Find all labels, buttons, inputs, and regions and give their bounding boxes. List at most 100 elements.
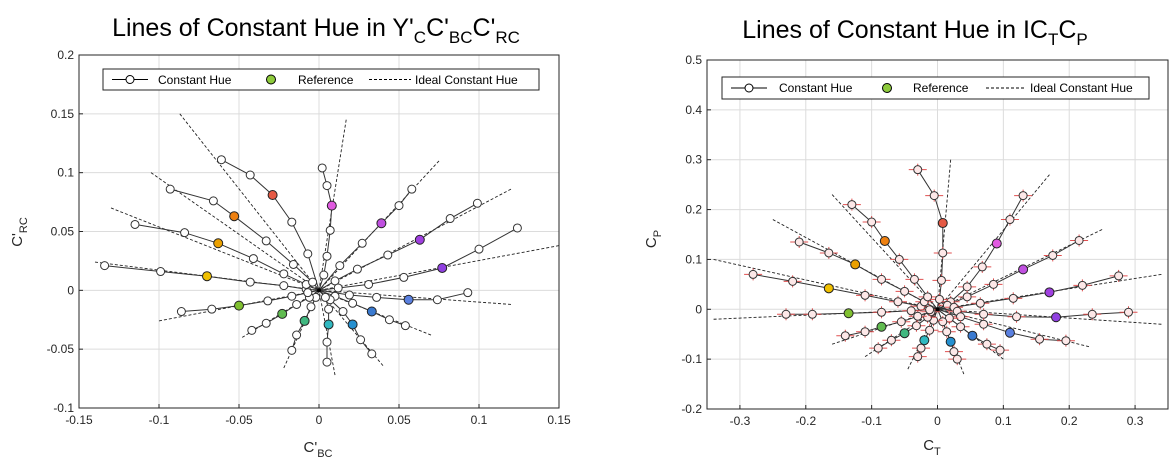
origin-point [317, 288, 321, 293]
reference-point [202, 271, 212, 282]
constant-hue-point [906, 306, 916, 316]
constant-hue-point [367, 349, 377, 359]
constant-hue-point [1074, 235, 1084, 245]
constant-hue-point [847, 200, 857, 210]
constant-hue-point [245, 277, 255, 287]
reference-point [1044, 287, 1055, 298]
x-tick-label: -0.15 [65, 413, 93, 427]
reference-point [213, 238, 224, 249]
y-tick-label: 0.1 [685, 252, 702, 266]
constant-hue-point [303, 288, 313, 298]
y-tick-label: -0.1 [681, 352, 702, 366]
constant-hue-point [207, 304, 217, 314]
constant-hue-point [335, 261, 345, 271]
reference-point [937, 218, 948, 229]
ideal-hue-line [831, 194, 938, 310]
reference-point [376, 218, 387, 229]
reference-point [899, 328, 910, 339]
constant-hue-line [318, 289, 468, 301]
x-tick-label: 0 [316, 413, 323, 427]
x-tick-label: -0.05 [225, 413, 253, 427]
constant-hue-point [807, 309, 817, 319]
constant-hue-point [100, 261, 110, 271]
constant-hue-point [956, 312, 966, 322]
constant-hue-point [975, 298, 985, 308]
reference-point [347, 319, 358, 330]
constant-hue-point [279, 269, 289, 279]
reference-point [823, 283, 834, 294]
constant-hue-point [287, 345, 297, 355]
constant-hue-point [372, 292, 382, 302]
y-tick-label: 0.5 [685, 53, 702, 67]
constant-hue-point [344, 290, 354, 300]
legend-constant-hue-label: Constant Hue [158, 73, 232, 87]
legend-reference-label: Reference [913, 81, 969, 95]
x-tick-label: 0 [934, 414, 941, 428]
chart-left-legend: Constant Hue Reference Ideal Constant Hu… [102, 68, 540, 91]
constant-hue-point [877, 274, 887, 284]
constant-hue-point [400, 321, 410, 331]
y-tick-label: 0 [695, 302, 702, 316]
constant-hue-point [1005, 215, 1015, 225]
constant-hue-point [988, 279, 998, 289]
constant-hue-point [877, 307, 887, 317]
legend-ideal-label: Ideal Constant Hue [415, 73, 518, 87]
y-tick-label: 0.2 [57, 48, 74, 62]
constant-hue-point [893, 297, 903, 307]
constant-hue-point [432, 295, 442, 305]
constant-hue-point [319, 270, 329, 280]
reference-point [326, 200, 337, 211]
constant-hue-point [1035, 334, 1045, 344]
constant-hue-point [936, 275, 946, 285]
constant-hue-point [352, 264, 362, 274]
reference-point [879, 235, 890, 246]
constant-hue-point [942, 327, 952, 337]
constant-hue-point [1048, 250, 1058, 260]
constant-hue-point [176, 307, 186, 317]
reference-point [919, 335, 930, 346]
constant-hue-point [306, 302, 316, 312]
constant-hue-line [221, 159, 320, 291]
constant-hue-point [788, 276, 798, 286]
constant-hue-point [383, 250, 393, 260]
reference-point [991, 238, 1002, 249]
constant-hue-point [317, 163, 327, 173]
constant-hue-point [472, 198, 482, 208]
constant-hue-point [407, 184, 417, 194]
chart-right: Lines of Constant Hue in ICTCP CT CP Con… [643, 16, 1150, 458]
constant-hue-point [1087, 309, 1097, 319]
constant-hue-point [356, 335, 366, 345]
reference-point [234, 300, 244, 311]
legend-constant-hue-marker [744, 83, 754, 93]
x-tick-label: 0.3 [1127, 414, 1144, 428]
x-tick-label: -0.1 [861, 414, 882, 428]
reference-point [1051, 312, 1062, 323]
constant-hue-point [925, 305, 935, 315]
constant-hue-point [1114, 271, 1124, 281]
constant-hue-point [216, 155, 226, 165]
chart-left-ylabel: C'RC [9, 217, 30, 247]
constant-hue-point [322, 337, 332, 347]
reference-point [1004, 327, 1015, 338]
constant-hue-point [357, 238, 367, 248]
legend-ideal-label: Ideal Constant Hue [1030, 81, 1133, 95]
constant-hue-point [949, 347, 959, 357]
reference-point [437, 262, 448, 273]
y-tick-label: -0.2 [681, 402, 702, 416]
chart-right-ylabel: CP [643, 230, 664, 248]
constant-hue-point [279, 281, 289, 291]
constant-hue-point [1077, 280, 1087, 290]
constant-hue-point [938, 317, 948, 327]
y-tick-label: 0.2 [685, 203, 702, 217]
constant-hue-point [979, 309, 989, 319]
x-tick-label: 0.15 [547, 413, 571, 427]
constant-hue-point [913, 352, 923, 362]
constant-hue-point [860, 327, 870, 337]
chart-right-title: Lines of Constant Hue in ICTCP [742, 16, 1088, 49]
chart-right-xlabel: CT [923, 437, 941, 458]
y-tick-label: 0.15 [51, 107, 75, 121]
constant-hue-point [1008, 293, 1018, 303]
constant-hue-point [840, 331, 850, 341]
constant-hue-point [873, 343, 883, 353]
